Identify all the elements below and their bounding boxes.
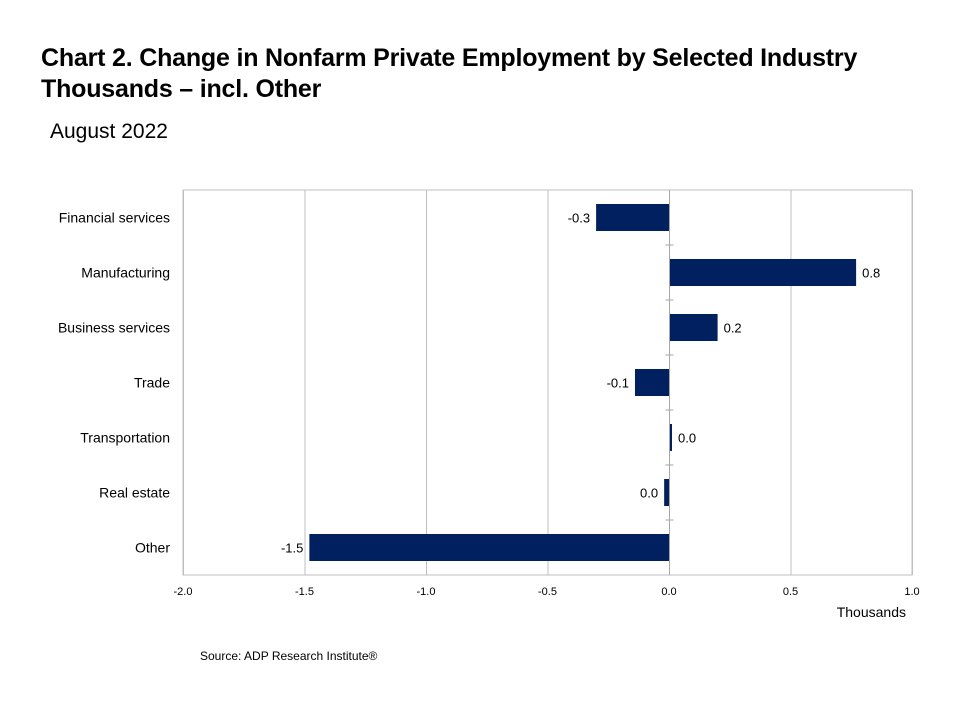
- bar: [309, 534, 669, 561]
- bar: [669, 259, 857, 286]
- category-label: Manufacturing: [81, 265, 170, 281]
- chart-title: Chart 2. Change in Nonfarm Private Emplo…: [41, 43, 857, 105]
- bar: [596, 204, 669, 231]
- data-label: 0.0: [678, 431, 696, 446]
- data-label: 0.0: [640, 486, 658, 501]
- data-label: -0.1: [607, 376, 629, 391]
- x-tick-label: 1.0: [904, 586, 919, 598]
- category-label: Transportation: [80, 430, 170, 446]
- chart-subtitle: August 2022: [50, 120, 168, 143]
- x-tick-label: -2.0: [174, 586, 193, 598]
- category-label: Other: [135, 540, 170, 556]
- x-tick-label: 0.0: [661, 586, 676, 598]
- axis-layer: [665, 190, 674, 575]
- data-label: 0.8: [862, 266, 880, 281]
- category-label: Trade: [134, 375, 170, 391]
- chart-title-line-1: Chart 2. Change in Nonfarm Private Emplo…: [41, 44, 858, 72]
- grid-layer: [183, 190, 913, 575]
- x-tick-label: -0.5: [538, 586, 557, 598]
- source-note: Source: ADP Research Institute®: [200, 649, 378, 663]
- bars-layer: [309, 204, 857, 561]
- data-label: 0.2: [724, 321, 742, 336]
- x-tick-label: -1.5: [295, 586, 314, 598]
- x-tick-label: 0.5: [783, 586, 798, 598]
- category-label: Business services: [58, 320, 170, 336]
- bar: [664, 479, 669, 506]
- bar: [669, 314, 718, 341]
- x-tick-label: -1.0: [417, 586, 436, 598]
- bar: [634, 369, 669, 396]
- x-axis-title: Thousands: [837, 604, 906, 620]
- data-label: -1.5: [281, 541, 303, 556]
- data-label: -0.3: [568, 211, 590, 226]
- category-label: Real estate: [99, 485, 170, 501]
- labels-layer: -2.0 -1.5 -1.0 -0.5 0.0 0.5 1.0 Financial servi…: [58, 210, 920, 599]
- chart-title-line-2: Thousands – incl. Other: [41, 75, 322, 103]
- category-label: Financial services: [59, 210, 170, 226]
- plot-area-frame: [182, 189, 913, 576]
- bar: [669, 424, 672, 451]
